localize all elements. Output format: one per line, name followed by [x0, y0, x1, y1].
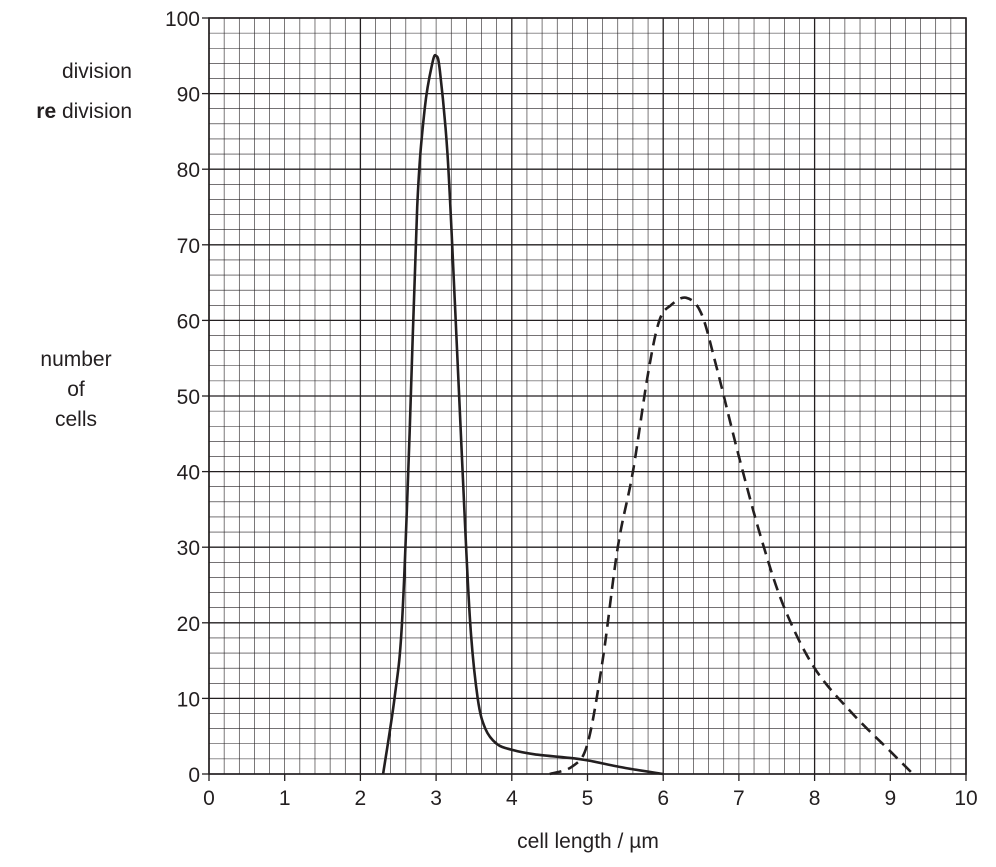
x-tick-label: 1 — [279, 787, 291, 810]
y-tick-label: 70 — [177, 235, 200, 258]
x-axis-label-text: cell length / µm — [517, 830, 659, 853]
series-line-dashed — [549, 296, 914, 776]
x-tick-label: 3 — [430, 787, 442, 810]
y-axis-label: number of cells — [0, 345, 152, 435]
x-tick-label: 0 — [203, 787, 215, 810]
legend-item-dashed: re division — [36, 100, 132, 124]
x-tick-label: 2 — [355, 787, 367, 810]
x-tick-label: 7 — [733, 787, 745, 810]
legend-item-dashed-bold: re — [36, 100, 57, 123]
y-tick-label: 0 — [188, 764, 200, 787]
x-tick-label: 8 — [809, 787, 821, 810]
y-tick-label: 100 — [165, 8, 200, 31]
y-tick-label: 10 — [177, 688, 200, 711]
grid — [208, 17, 967, 775]
y-axis-label-line-1: number — [40, 348, 112, 371]
x-tick-label: 6 — [657, 787, 669, 810]
series-line-solid — [381, 53, 664, 776]
x-tick-label: 5 — [582, 787, 594, 810]
y-tick-label: 80 — [177, 159, 200, 182]
y-tick-label: 90 — [177, 84, 200, 107]
x-axis-label: cell length / µm — [0, 830, 996, 854]
y-tick-label: 30 — [177, 537, 200, 560]
y-tick-label: 40 — [177, 462, 200, 485]
y-tick-label: 60 — [177, 310, 200, 333]
legend-item-solid-text: division — [61, 60, 132, 83]
x-tick-label: 9 — [884, 787, 896, 810]
legend: division re division — [0, 0, 150, 140]
legend-item-solid: division — [62, 60, 132, 84]
y-axis-label-line-2: of — [67, 378, 85, 401]
y-axis-label-line-3: cells — [54, 408, 97, 431]
x-tick-label: 4 — [506, 787, 518, 810]
legend-item-dashed-text: division — [56, 100, 132, 123]
x-tick-label: 10 — [954, 787, 977, 810]
y-tick-label: 50 — [177, 386, 200, 409]
y-tick-label: 20 — [177, 613, 200, 636]
series-lines — [381, 53, 914, 776]
